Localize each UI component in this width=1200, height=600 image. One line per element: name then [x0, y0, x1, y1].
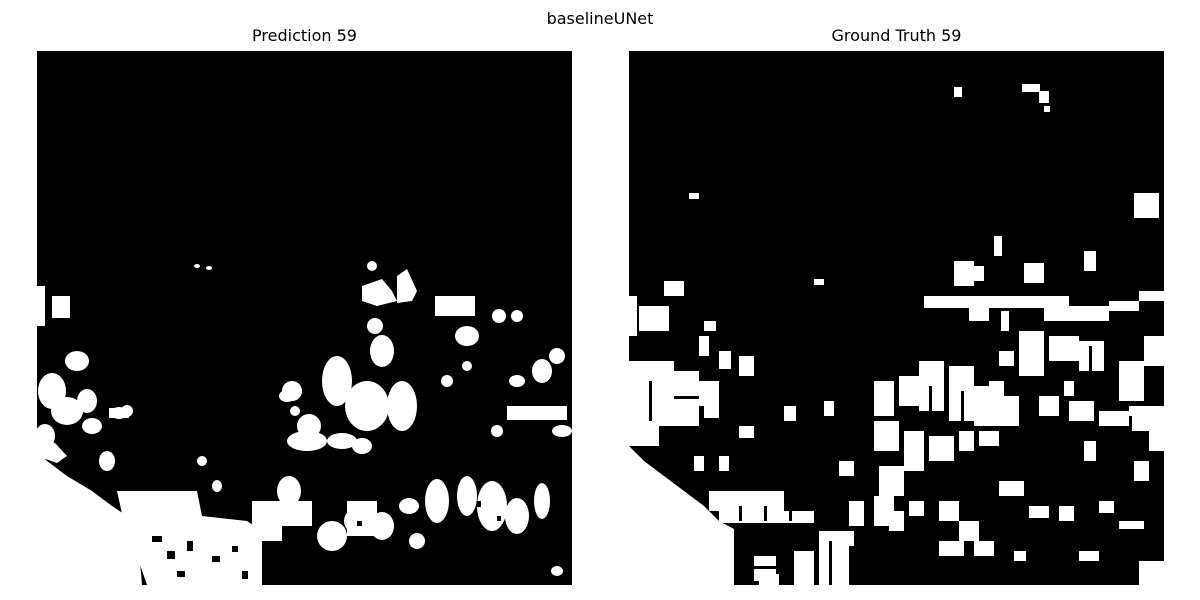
figure-suptitle: baselineUNet: [546, 9, 654, 28]
prediction-mask-image: [37, 51, 572, 585]
ground-truth-mask-image: [629, 51, 1164, 585]
ground-truth-title: Ground Truth 59: [831, 26, 962, 45]
prediction-title: Prediction 59: [252, 26, 357, 45]
